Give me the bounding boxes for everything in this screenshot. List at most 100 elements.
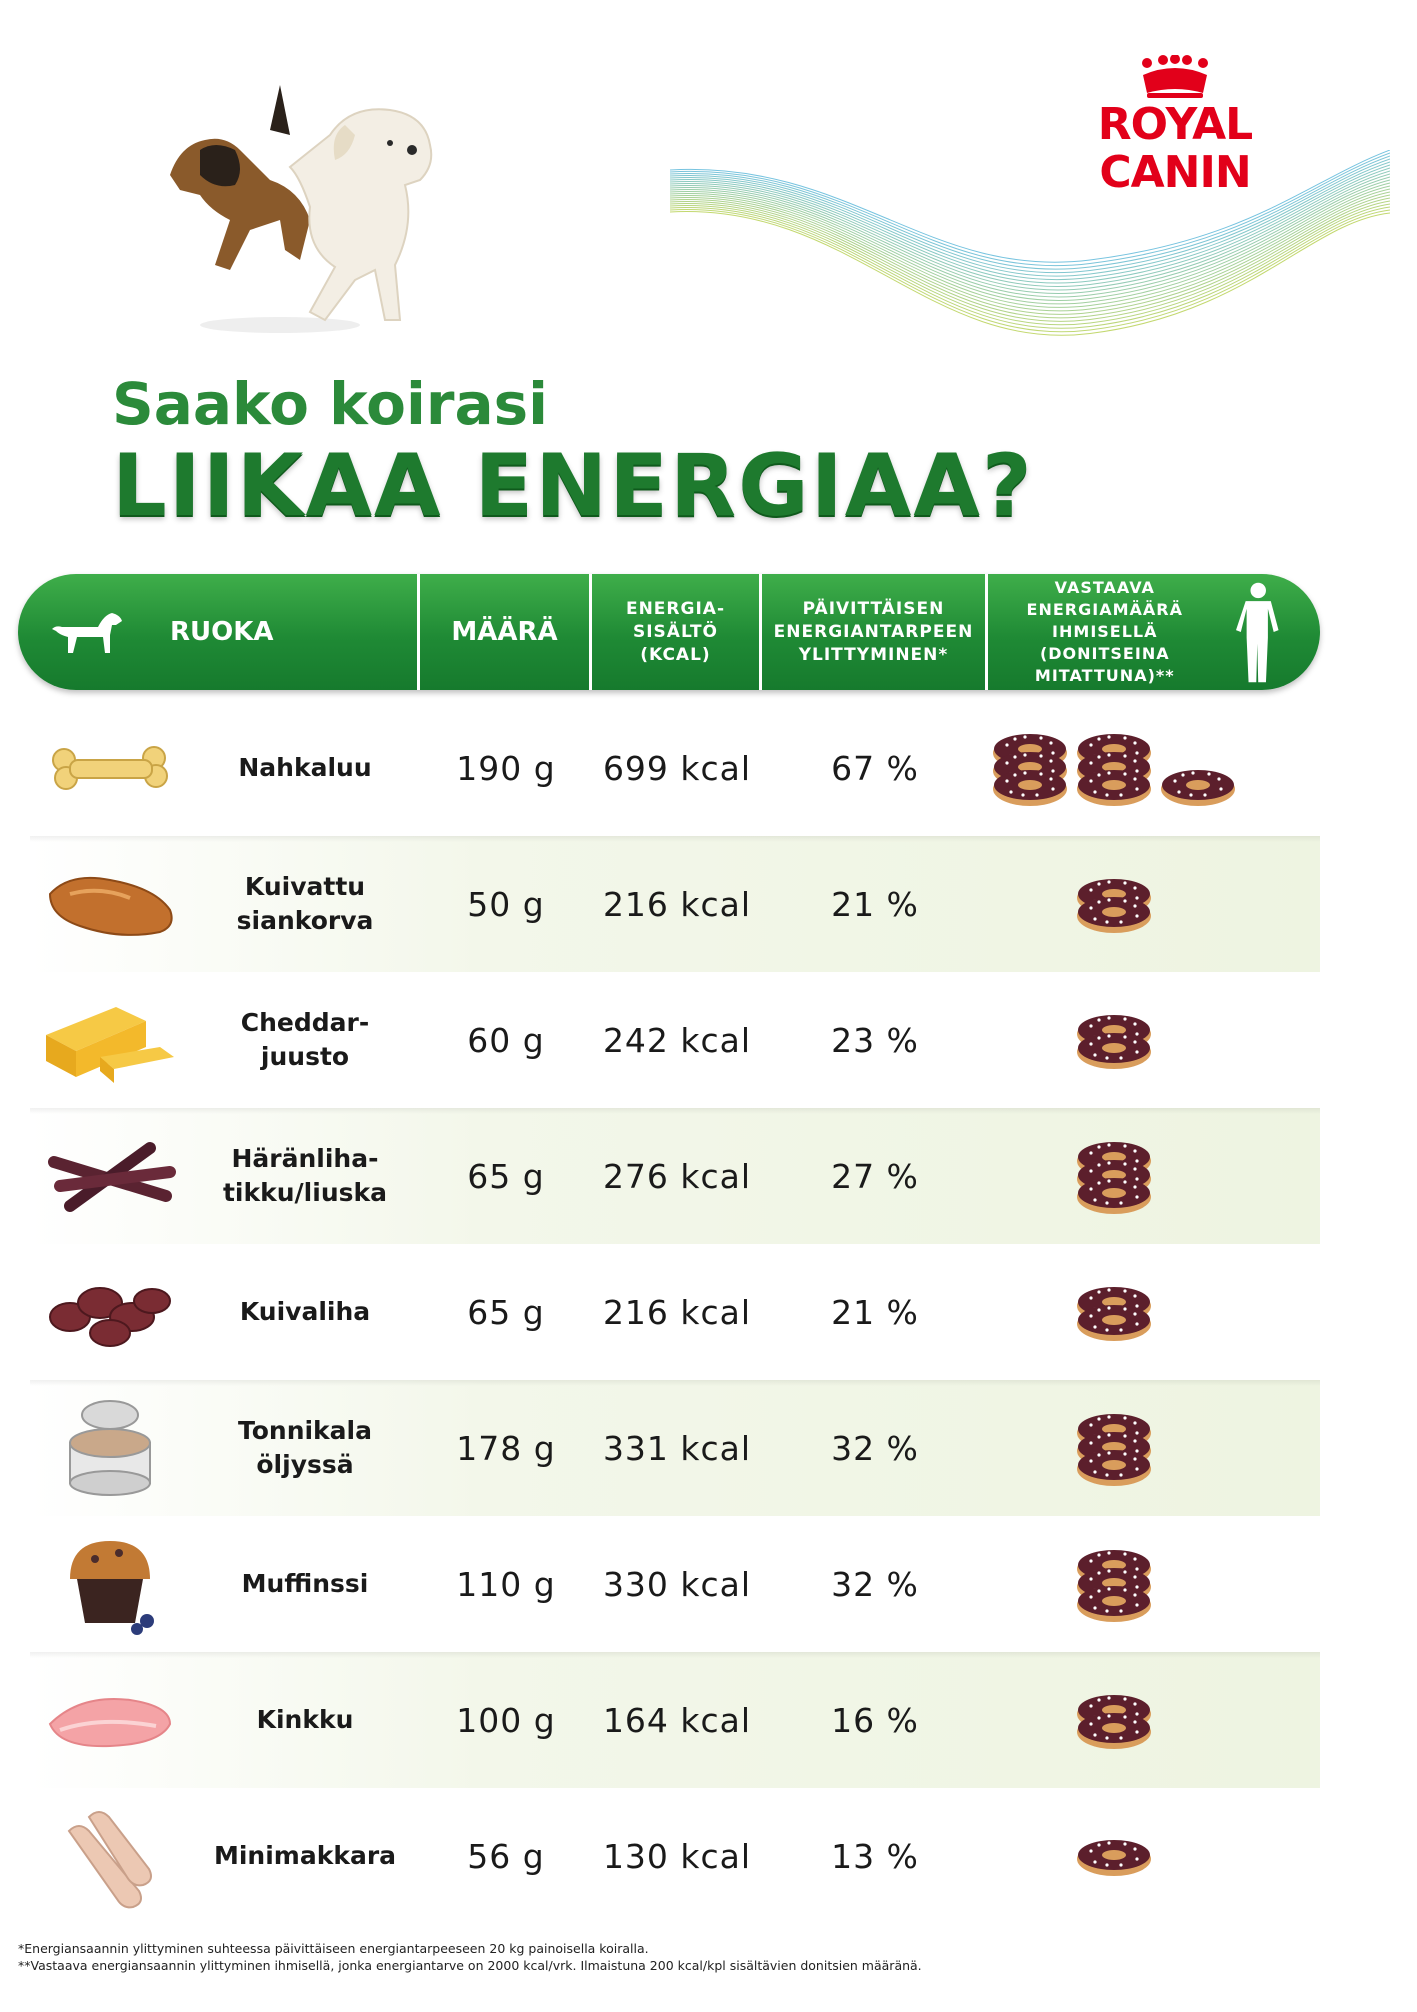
table-row: Kuivattu siankorva 50 g 216 kcal 21 %	[30, 836, 1320, 972]
donut-stack	[1075, 1010, 1153, 1070]
donut-equivalent	[988, 1282, 1320, 1342]
header-energy-line: ENERGIA-	[625, 598, 726, 619]
cell-pct: 21 %	[831, 1292, 919, 1332]
header-human-line: IHMISELLÄ (DONITSEINA	[1039, 622, 1170, 663]
donut-equivalent	[988, 874, 1320, 934]
donut-icon	[1077, 1305, 1151, 1341]
donut-stack	[1075, 1409, 1153, 1487]
table-row: Nahkaluu 190 g 699 kcal 67 %	[30, 700, 1320, 836]
table-row: Kinkku 100 g 164 kcal 16 %	[30, 1652, 1320, 1788]
decorative-waves	[669, 149, 1391, 350]
donut-icon	[1077, 1178, 1151, 1214]
header-human-line: VASTAAVA	[1054, 578, 1155, 597]
donut-icon	[1077, 770, 1151, 806]
food-name-line: tikku/liuska	[222, 1178, 387, 1207]
donut-icon	[1161, 770, 1235, 806]
donut-stack	[1075, 1282, 1153, 1342]
food-name-line: Häränliha-	[231, 1144, 379, 1173]
header-human: VASTAAVA ENERGIAMÄÄRÄ IHMISELLÄ (DONITSE…	[988, 574, 1320, 690]
ham-icon	[30, 1665, 190, 1775]
pig-ear-icon	[30, 849, 190, 959]
crown-icon	[1142, 55, 1208, 98]
donut-icon	[1077, 1586, 1151, 1622]
donut-equivalent	[988, 1690, 1320, 1750]
header-excess-line: ENERGIANTARPEEN	[773, 621, 974, 642]
cell-amount: 60 g	[467, 1020, 545, 1060]
cell-kcal: 164 kcal	[602, 1700, 752, 1740]
royal-canin-logo: ROYAL CANIN	[1030, 55, 1320, 197]
donut-equivalent	[988, 1010, 1320, 1070]
donut-stack	[1075, 1690, 1153, 1750]
food-name: Minimakkara	[190, 1839, 420, 1873]
cell-pct: 23 %	[831, 1020, 919, 1060]
cell-kcal: 130 kcal	[602, 1836, 752, 1876]
food-name: Cheddar-juusto	[190, 1006, 420, 1074]
table-header: RUOKA MÄÄRÄ ENERGIA- SISÄLTÖ (KCAL) PÄIV…	[18, 574, 1320, 690]
tuna-can-icon	[30, 1393, 190, 1503]
title-line-1: Saako koirasi	[112, 370, 548, 438]
cell-kcal: 242 kcal	[602, 1020, 752, 1060]
table-row: Kuivaliha 65 g 216 kcal 21 %	[30, 1244, 1320, 1380]
rawhide-bone-icon	[30, 713, 190, 823]
header-energy-line: (KCAL)	[640, 644, 711, 665]
donut-icon	[1077, 1450, 1151, 1486]
donut-icon	[1077, 1033, 1151, 1069]
food-name-line: öljyssä	[256, 1450, 354, 1479]
cell-amount: 56 g	[467, 1836, 545, 1876]
food-name: Tonnikala öljyssä	[190, 1414, 420, 1482]
cell-kcal: 216 kcal	[602, 884, 752, 924]
human-icon	[1235, 582, 1279, 683]
donut-stack	[1075, 1835, 1153, 1877]
cell-amount: 65 g	[467, 1292, 545, 1332]
footnote-1: *Energiansaannin ylittyminen suhteessa p…	[18, 1941, 649, 1956]
beef-stick-icon	[30, 1121, 190, 1231]
food-name-line: juusto	[260, 1042, 350, 1071]
muffin-icon	[30, 1529, 190, 1639]
cell-kcal: 276 kcal	[602, 1156, 752, 1196]
donut-stack	[1075, 874, 1153, 934]
food-name: Nahkaluu	[190, 751, 420, 785]
cell-amount: 100 g	[456, 1700, 556, 1740]
header-human-line: MITATTUNA)**	[1034, 666, 1175, 685]
sausage-icon	[30, 1801, 190, 1911]
table-row: Cheddar-juusto 60 g 242 kcal 23 %	[30, 972, 1320, 1108]
header-excess-line: PÄIVITTÄISEN	[802, 598, 945, 619]
food-name-line: Tonnikala	[237, 1416, 372, 1445]
header-food: RUOKA	[18, 574, 420, 690]
donut-stack	[1159, 765, 1237, 807]
food-name-line: Nahkaluu	[238, 753, 372, 782]
food-name-line: siankorva	[236, 906, 374, 935]
donut-icon	[993, 770, 1067, 806]
header-food-label: RUOKA	[170, 617, 274, 647]
jerky-icon	[30, 1257, 190, 1367]
food-name-line: Minimakkara	[213, 1841, 397, 1870]
donut-stack	[991, 729, 1069, 807]
cell-kcal: 331 kcal	[602, 1428, 752, 1468]
cell-amount: 178 g	[456, 1428, 556, 1468]
cell-pct: 16 %	[831, 1700, 919, 1740]
donut-equivalent	[988, 729, 1320, 807]
donut-equivalent	[988, 1409, 1320, 1487]
cell-kcal: 699 kcal	[602, 748, 752, 788]
food-name-line: Cheddar-	[240, 1008, 370, 1037]
header-energy: ENERGIA- SISÄLTÖ (KCAL)	[592, 574, 762, 690]
brand-name: ROYAL CANIN	[1097, 99, 1253, 198]
donut-stack	[1075, 1137, 1153, 1215]
dog-icon	[52, 613, 122, 653]
food-name: Muffinssi	[190, 1567, 420, 1601]
dogs-image	[130, 55, 490, 355]
table-row: Muffinssi 110 g 330 kcal 32 %	[30, 1516, 1320, 1652]
donut-icon	[1077, 1840, 1151, 1876]
footnotes: *Energiansaannin ylittyminen suhteessa p…	[18, 1940, 922, 1974]
donut-icon	[1077, 1713, 1151, 1749]
food-name-line: Muffinssi	[241, 1569, 369, 1598]
food-name: Kuivattu siankorva	[190, 870, 420, 938]
header-energy-line: SISÄLTÖ	[632, 621, 719, 642]
table-row: Tonnikala öljyssä 178 g 331 kcal 32 %	[30, 1380, 1320, 1516]
title-line-2: LIIKAA ENERGIAA?	[112, 436, 1034, 536]
food-name-line: Kuivaliha	[239, 1297, 371, 1326]
cell-pct: 21 %	[831, 884, 919, 924]
table-row: Häränliha-tikku/liuska 65 g 276 kcal 27 %	[30, 1108, 1320, 1244]
cell-pct: 67 %	[831, 748, 919, 788]
food-name-line: Kinkku	[256, 1705, 354, 1734]
